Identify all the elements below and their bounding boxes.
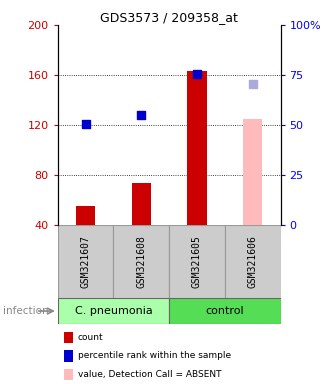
Bar (169, 225, 225, 298)
Bar (225, 225, 280, 298)
Bar (76, 206, 95, 225)
Title: GDS3573 / 209358_at: GDS3573 / 209358_at (100, 11, 238, 24)
Bar (187, 71, 207, 225)
Text: control: control (206, 306, 244, 316)
Text: infection: infection (3, 306, 49, 316)
Bar (243, 119, 262, 225)
Point (139, 112, 144, 118)
Text: value, Detection Call = ABSENT: value, Detection Call = ABSENT (78, 370, 221, 379)
Text: C. pneumonia: C. pneumonia (75, 306, 152, 316)
Bar (169, 298, 280, 324)
Text: count: count (78, 333, 103, 342)
Text: percentile rank within the sample: percentile rank within the sample (78, 351, 231, 361)
Bar (132, 184, 151, 225)
Point (194, 71, 200, 77)
Point (83, 121, 88, 127)
Text: GSM321607: GSM321607 (81, 235, 91, 288)
Text: GSM321605: GSM321605 (192, 235, 202, 288)
Text: GSM321606: GSM321606 (248, 235, 258, 288)
Text: GSM321608: GSM321608 (136, 235, 146, 288)
Point (250, 81, 255, 87)
Bar (58, 225, 114, 298)
Bar (114, 225, 169, 298)
Bar (58, 298, 169, 324)
